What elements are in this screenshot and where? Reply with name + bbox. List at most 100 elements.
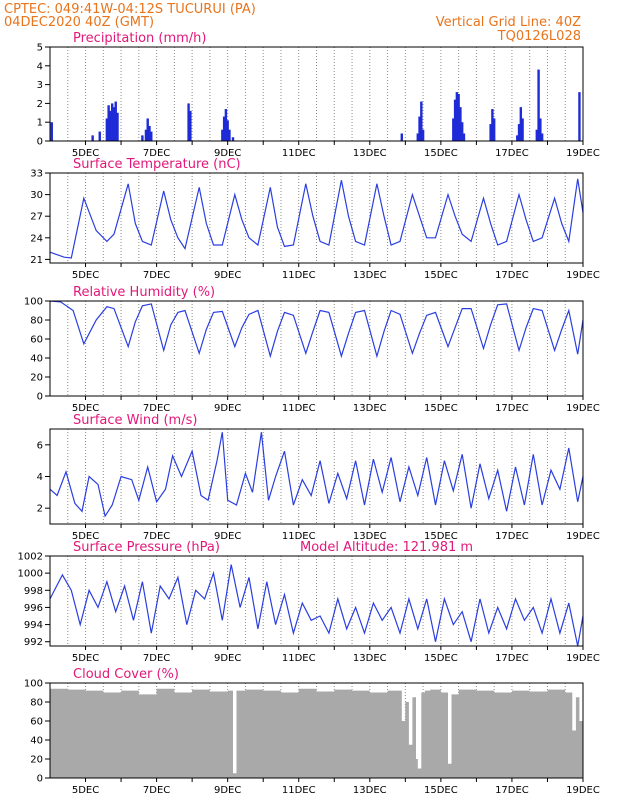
x-tick-label: 9DEC [214, 653, 241, 664]
x-tick-label: 7DEC [143, 785, 170, 796]
precip-bar [110, 103, 114, 141]
y-tick-label: 40 [30, 736, 43, 747]
y-tick-label: 33 [30, 169, 43, 180]
x-tick-label: 9DEC [214, 785, 241, 796]
panel-title: Precipitation (mm/h) [73, 31, 206, 46]
x-tick-label: 5DEC [72, 403, 99, 414]
y-tick-label: 6 [37, 440, 43, 451]
y-tick-label: 3 [37, 80, 43, 91]
x-tick-label: 15DEC [424, 531, 458, 542]
x-tick-label: 7DEC [143, 148, 170, 159]
panel-1: 21 24 27 30 33 5DEC 7DEC 9DEC 11DEC 13DEC 15DEC 17D… [30, 157, 600, 281]
x-tick-label: 19DEC [566, 148, 600, 159]
precip-bar [519, 107, 523, 141]
x-tick-label: 17DEC [495, 403, 529, 414]
precip-bar [535, 129, 539, 141]
y-tick-label: 994 [24, 620, 43, 631]
precip-bar [91, 135, 94, 141]
header-run-time: 04DEC2020 40Z (GMT) [4, 15, 154, 30]
precip-bar [421, 129, 425, 141]
precip-bar [537, 69, 540, 141]
y-tick-label: 998 [24, 586, 43, 597]
y-tick-label: 60 [30, 717, 43, 728]
precip-bar [109, 110, 112, 141]
precip-bar [539, 118, 542, 141]
x-tick-label: 9DEC [214, 270, 241, 281]
precip-bar [492, 118, 496, 141]
series-line [49, 300, 584, 359]
plot-frame [49, 172, 584, 264]
precip-bar [189, 110, 192, 141]
x-tick-label: 11DEC [282, 531, 316, 542]
panel-title: Surface Pressure (hPa) [73, 540, 220, 555]
precip-bar [107, 105, 110, 141]
precip-bar [578, 92, 581, 141]
precip-bar [114, 101, 117, 141]
x-tick-label: 13DEC [353, 653, 387, 664]
y-tick-label: 0 [37, 774, 43, 785]
y-tick-label: 27 [30, 212, 43, 223]
precip-bar [462, 133, 466, 141]
x-tick-label: 13DEC [353, 270, 387, 281]
precip-bar [491, 109, 494, 141]
panel-title: Surface Wind (m/s) [73, 413, 197, 428]
precip-bar [400, 133, 403, 141]
precip-bar [459, 107, 462, 141]
x-tick-label: 17DEC [495, 270, 529, 281]
precip-bar [455, 92, 459, 141]
precip-bar [105, 118, 109, 141]
x-tick-label: 11DEC [282, 403, 316, 414]
series-line [49, 432, 584, 518]
precip-bar [460, 122, 464, 141]
precip-bar [416, 133, 419, 141]
precip-bar [221, 129, 224, 141]
x-tick-label: 11DEC [282, 148, 316, 159]
x-tick-label: 7DEC [143, 403, 170, 414]
y-tick-label: 2 [37, 504, 43, 515]
x-tick-label: 15DEC [424, 403, 458, 414]
y-tick-label: 1 [37, 118, 43, 129]
plot-frame [49, 682, 584, 779]
x-tick-label: 17DEC [495, 653, 529, 664]
precip-bar [457, 94, 460, 141]
y-tick-label: 80 [30, 316, 43, 327]
y-tick-label: 1002 [18, 552, 43, 563]
precip-bar [116, 112, 119, 141]
x-tick-label: 5DEC [72, 653, 99, 664]
x-tick-label: 13DEC [353, 403, 387, 414]
header-grid-note: Vertical Grid Line: 40Z [436, 15, 581, 30]
y-tick-label: 20 [30, 373, 43, 384]
precip-bar [150, 131, 153, 141]
precip-bar [420, 101, 423, 141]
precip-bar [231, 137, 235, 141]
precip-bar [226, 120, 229, 141]
header-model-code: TQ0126L028 [497, 29, 581, 44]
panel-subtitle: Model Altitude: 121.981 m [300, 540, 473, 555]
x-tick-label: 5DEC [72, 148, 99, 159]
y-tick-label: 21 [30, 255, 43, 266]
x-tick-label: 13DEC [353, 785, 387, 796]
precip-bar [517, 124, 521, 141]
precip-bar [452, 118, 455, 141]
y-tick-label: 24 [30, 233, 43, 244]
precip-bar [98, 131, 101, 141]
y-tick-label: 0 [37, 392, 43, 403]
panel-2: 0 20 40 60 80 100 5DEC 7DEC 9DEC 11DEC 13DEC 15DEC 1… [24, 285, 600, 414]
x-tick-label: 13DEC [353, 148, 387, 159]
cloud-area [50, 688, 583, 778]
plot-frame [49, 300, 584, 397]
precip-bar [112, 107, 116, 141]
x-tick-label: 7DEC [143, 531, 170, 542]
precip-bar [148, 125, 151, 141]
y-tick-label: 4 [37, 61, 43, 72]
plot-frame [49, 555, 584, 647]
x-tick-label: 19DEC [566, 270, 600, 281]
precip-bar [418, 116, 421, 141]
x-tick-label: 15DEC [424, 653, 458, 664]
precip-bar [146, 118, 149, 141]
y-tick-label: 40 [30, 354, 43, 365]
x-tick-label: 17DEC [495, 785, 529, 796]
y-tick-label: 4 [37, 472, 43, 483]
y-tick-label: 1000 [18, 569, 43, 580]
y-tick-label: 0 [37, 137, 43, 148]
